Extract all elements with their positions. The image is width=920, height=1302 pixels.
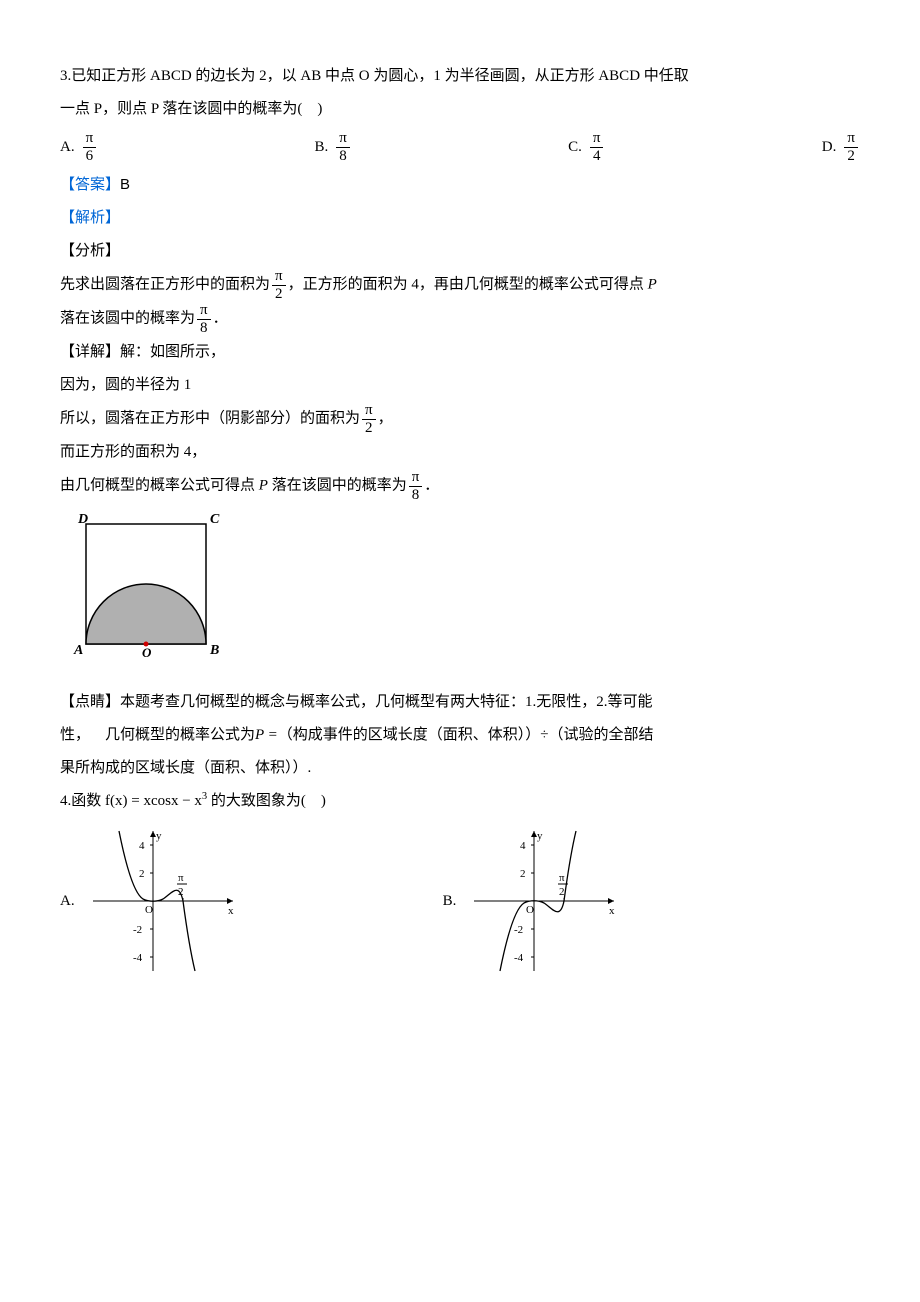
ytick-4b: 4 (520, 840, 526, 852)
dl4a: 所以，圆落在正方形中（阴影部分）的面积为 (60, 410, 360, 426)
q3-stem-b: 一点 P，则点 P 落在该圆中的概率为( ) (60, 93, 860, 126)
q4-func: 函数 f(x) = xcosx − x3 (71, 793, 207, 809)
dianjing-line1: 【点睛】本题考查几何概型的概念与概率公式，几何概型有两大特征：1.无限性，2.等… (60, 686, 860, 719)
xlabel: x (228, 905, 234, 917)
q3-number: 3. (60, 68, 71, 84)
fenxi-label: 【分析】 (60, 235, 860, 268)
graph-a-svg: 2 4 -2 -4 y x O π 2 (83, 826, 243, 976)
geometry-figure: D C A B O (66, 509, 860, 672)
q3-stem-a: 已知正方形 ABCD 的边长为 2，以 AB 中点 O 为圆心，1 为半径画圆，… (71, 68, 689, 84)
al1c: P (648, 276, 657, 292)
pi2num-a: π (178, 872, 184, 884)
al2frac: π8 (197, 302, 211, 336)
dianjing-line2: 性， 几何概型的概率公式为P =（构成事件的区域长度（面积、体积））÷（试验的全… (60, 719, 860, 752)
answer-label: 【答案】 (60, 177, 120, 193)
ylabel-b: y (537, 830, 543, 842)
label-d: D (77, 512, 88, 527)
q4-label-a: A. (60, 885, 75, 918)
q4-stem-b: 的大致图象为( ) (207, 793, 326, 809)
q3-choices: A. π6 B. π8 C. π4 D. π2 (60, 130, 860, 164)
al1a: 先求出圆落在正方形中的面积为 (60, 276, 270, 292)
xlabel-b: x (609, 905, 615, 917)
choice-d: D. π2 (822, 130, 860, 164)
q3-stem: 3.已知正方形 ABCD 的边长为 2，以 AB 中点 O 为圆心，1 为半径画… (60, 60, 860, 93)
label-b: B (209, 643, 219, 658)
dl6b: 落在该圆中的概率为 (272, 477, 407, 493)
dl6c: ． (424, 477, 439, 493)
dj2c: （构成事件的区域长度（面积、体积））÷（试验的全部结 (278, 727, 654, 743)
choice-c: C. π4 (568, 130, 605, 164)
label-a: A (73, 643, 83, 658)
ytick-2: 2 (139, 868, 145, 880)
q4-option-a: A. 2 4 -2 -4 y x O π 2 (60, 826, 243, 976)
detail-line5: 而正方形的面积为 4， (60, 436, 860, 469)
graph-b-svg: 2 4 -2 -4 y x O π 2 (464, 826, 624, 976)
q4-stem: 4.函数 f(x) = xcosx − x3 的大致图象为( ) (60, 785, 860, 818)
answer-value: B (120, 176, 130, 193)
choice-a-label: A. (60, 131, 75, 164)
choice-d-frac: π2 (844, 130, 858, 164)
detail-line4: 所以，圆落在正方形中（阴影部分）的面积为π2， (60, 402, 860, 436)
choice-b-label: B. (314, 131, 328, 164)
detail-line3: 因为，圆的半径为 1 (60, 369, 860, 402)
ylabel: y (156, 830, 162, 842)
origin-label-b: O (526, 904, 534, 916)
choice-b-frac: π8 (336, 130, 350, 164)
dl6frac: π8 (409, 469, 423, 503)
choice-c-frac: π4 (590, 130, 604, 164)
dl4frac: π2 (362, 402, 376, 436)
analysis-line1: 先求出圆落在正方形中的面积为π2，正方形的面积为 4，再由几何概型的概率公式可得… (60, 268, 860, 302)
answer-line: 【答案】B (60, 168, 860, 202)
dianjing-line3: 果所构成的区域长度（面积、体积））. (60, 752, 860, 785)
choice-c-label: C. (568, 131, 582, 164)
ytick-n2b: -2 (514, 924, 523, 936)
origin-label: O (145, 904, 153, 916)
al2b: ． (213, 310, 228, 326)
choice-b: B. π8 (314, 130, 351, 164)
ytick-4: 4 (139, 840, 145, 852)
q4-label-b: B. (443, 885, 457, 918)
dl6a: 由几何概型的概率公式可得点 (60, 477, 255, 493)
detail-line6: 由几何概型的概率公式可得点 P 落在该圆中的概率为π8． (60, 469, 860, 503)
square-semicircle-svg: D C A B O (66, 509, 236, 659)
dl4b: ， (378, 410, 393, 426)
analysis-line2: 落在该圆中的概率为π8． (60, 302, 860, 336)
al1b: ，正方形的面积为 4，再由几何概型的概率公式可得点 (288, 276, 644, 292)
x-arrow (227, 898, 233, 904)
dj2a: 性， 几何概型的概率公式为 (60, 727, 255, 743)
pi2den-b: 2 (559, 886, 565, 898)
choice-a-frac: π6 (83, 130, 97, 164)
xiangjie-label: 【详解】解：如图所示， (60, 336, 860, 369)
q4-number: 4. (60, 793, 71, 809)
choice-a: A. π6 (60, 130, 98, 164)
ytick-n4: -4 (133, 952, 143, 964)
ytick-n4b: -4 (514, 952, 524, 964)
q4-option-b: B. 2 4 -2 -4 y x O π 2 (443, 826, 625, 976)
pi2num-b: π (559, 872, 565, 884)
al1frac: π2 (272, 268, 286, 302)
al2a: 落在该圆中的概率为 (60, 310, 195, 326)
q4-graph-row: A. 2 4 -2 -4 y x O π 2 B. (60, 826, 860, 976)
jiexi-label: 【解析】 (60, 202, 860, 235)
x-arrow-b (608, 898, 614, 904)
label-c: C (210, 512, 220, 527)
dl6p: P (259, 477, 268, 493)
dj2p: P = (255, 727, 278, 743)
ytick-2b: 2 (520, 868, 526, 880)
label-o: O (142, 645, 152, 659)
choice-d-label: D. (822, 131, 837, 164)
ytick-n2: -2 (133, 924, 142, 936)
semicircle-shaded (86, 584, 206, 644)
